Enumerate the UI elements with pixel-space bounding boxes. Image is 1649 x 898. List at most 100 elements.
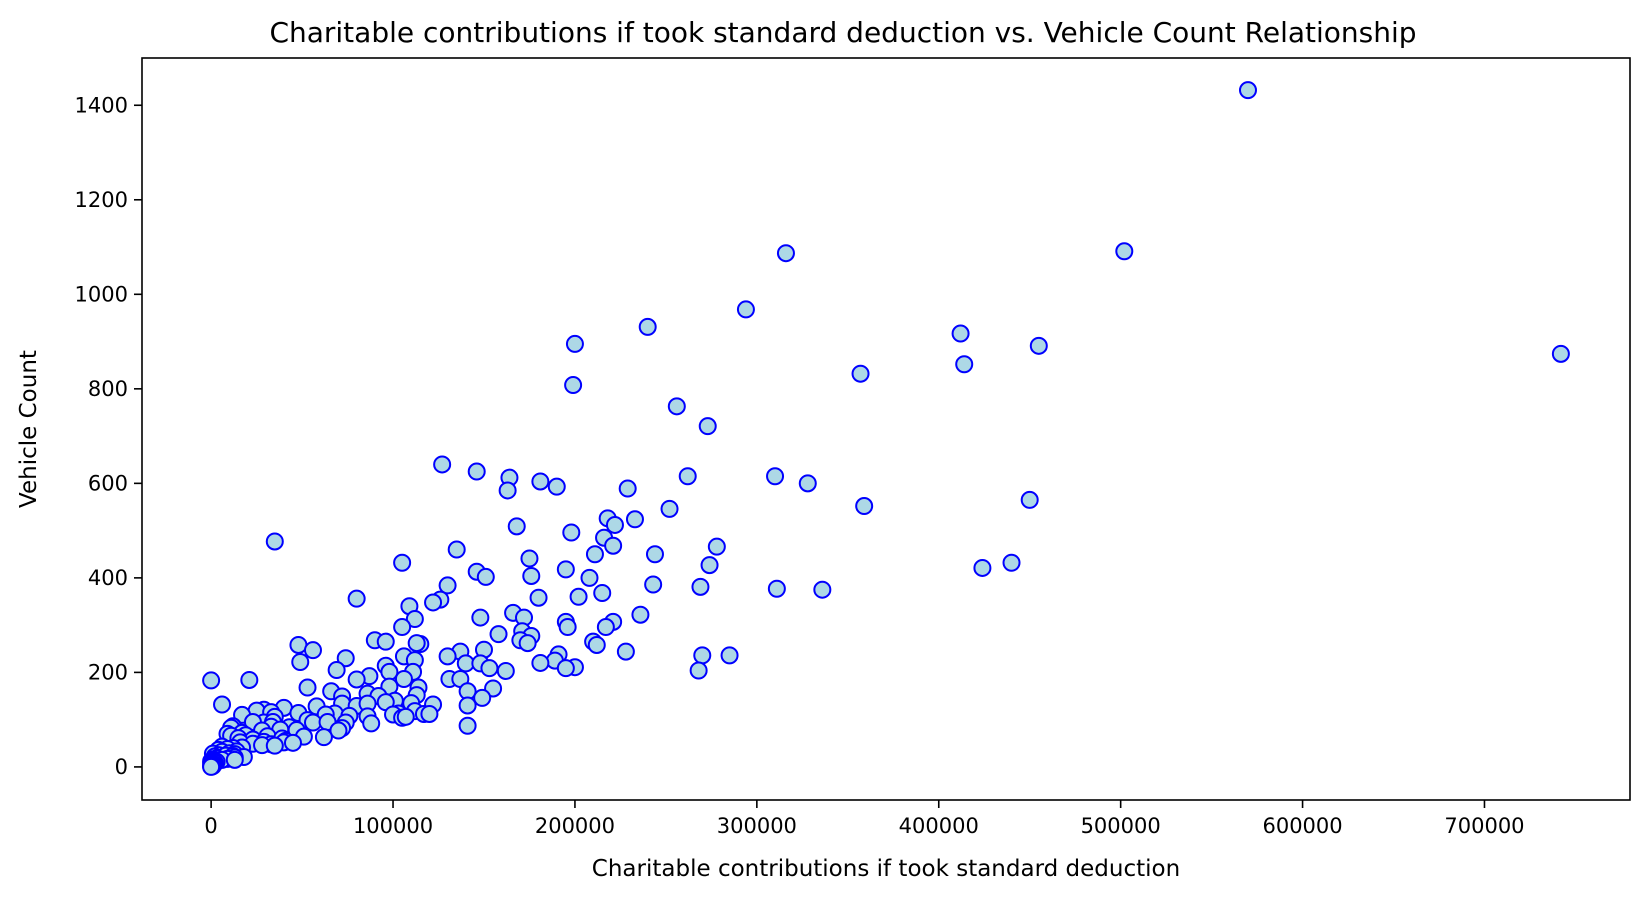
data-point [767,579,786,598]
data-point [405,609,424,628]
data-point [558,618,577,637]
data-point [347,670,366,689]
data-point [955,355,974,374]
data-point [531,653,550,672]
data-point [596,618,615,637]
y-tick-label: 1000 [75,282,128,306]
data-point [438,576,457,595]
data-point [213,695,232,714]
data-point [438,647,457,666]
data-point [376,632,395,651]
data-point [625,510,644,529]
x-tick-label: 500000 [1081,814,1161,838]
data-point [329,721,348,740]
y-tick-label: 1400 [75,93,128,117]
data-point [283,733,302,752]
data-point [660,499,679,518]
data-point [240,670,259,689]
data-point [604,536,623,555]
data-point [473,688,492,707]
data-point [1020,490,1039,509]
data-point [565,334,584,353]
data-point [265,736,284,755]
data-point [973,558,992,577]
data-point [471,608,490,627]
data-point [529,588,548,607]
data-point [394,670,413,689]
x-tick-label: 300000 [717,814,797,838]
data-point [336,649,355,668]
data-point [951,324,970,343]
data-point [407,634,426,653]
data-point [265,532,284,551]
data-point [476,567,495,586]
data-point [580,568,599,587]
data-point [855,497,874,516]
plot-area [141,57,1631,801]
data-point [689,661,708,680]
data-point [327,661,346,680]
data-point [585,545,604,564]
chart-title: Charitable contributions if took standar… [269,16,1416,49]
data-point [587,635,606,654]
data-point [298,678,317,697]
data-point [362,714,381,733]
data-point [556,659,575,678]
data-point [1551,344,1570,363]
data-point [644,575,663,594]
data-point [531,472,550,491]
data-point [638,317,657,336]
data-point [202,757,221,776]
data-point [447,540,466,559]
y-tick-label: 0 [115,755,128,779]
data-point [393,553,412,572]
y-tick-label: 400 [88,566,128,590]
data-point [678,467,697,486]
data-point [347,589,366,608]
y-axis-label: Vehicle Count [16,350,42,508]
data-point [698,417,717,436]
x-axis: 0 100000 200000 300000 400000 500000 600000 700… [204,800,1525,838]
x-tick-label: 600000 [1262,814,1342,838]
y-tick-label: 600 [88,471,128,495]
data-point [776,244,795,263]
data-point [616,642,635,661]
x-tick-label: 200000 [535,814,615,838]
data-point [396,707,415,726]
data-point [605,515,624,534]
data-point [489,625,508,644]
data-point [766,467,785,486]
data-point [1115,242,1134,261]
data-point [562,523,581,542]
y-axis: 0 200 400 600 800 1000 1200 1400 [75,93,142,779]
data-point [393,618,412,637]
data-point [720,646,739,665]
data-point [1238,81,1257,100]
data-point [569,587,588,606]
data-point [314,728,333,747]
data-point [593,583,612,602]
data-point [520,549,539,568]
data-point [667,397,686,416]
data-point [507,517,526,536]
data-point [480,659,499,678]
data-point [547,477,566,496]
data-point [202,671,221,690]
data-point [225,750,244,769]
data-point [458,716,477,735]
data-point [1029,336,1048,355]
data-point [707,537,726,556]
x-tick-label: 400000 [899,814,979,838]
data-point [1002,553,1021,572]
data-point [380,662,399,681]
data-point [467,462,486,481]
data-point [564,376,583,395]
data-point [631,605,650,624]
data-point [518,634,537,653]
data-point [691,577,710,596]
data-point [291,652,310,671]
data-point [424,593,443,612]
data-point [798,474,817,493]
data-point [303,641,322,660]
